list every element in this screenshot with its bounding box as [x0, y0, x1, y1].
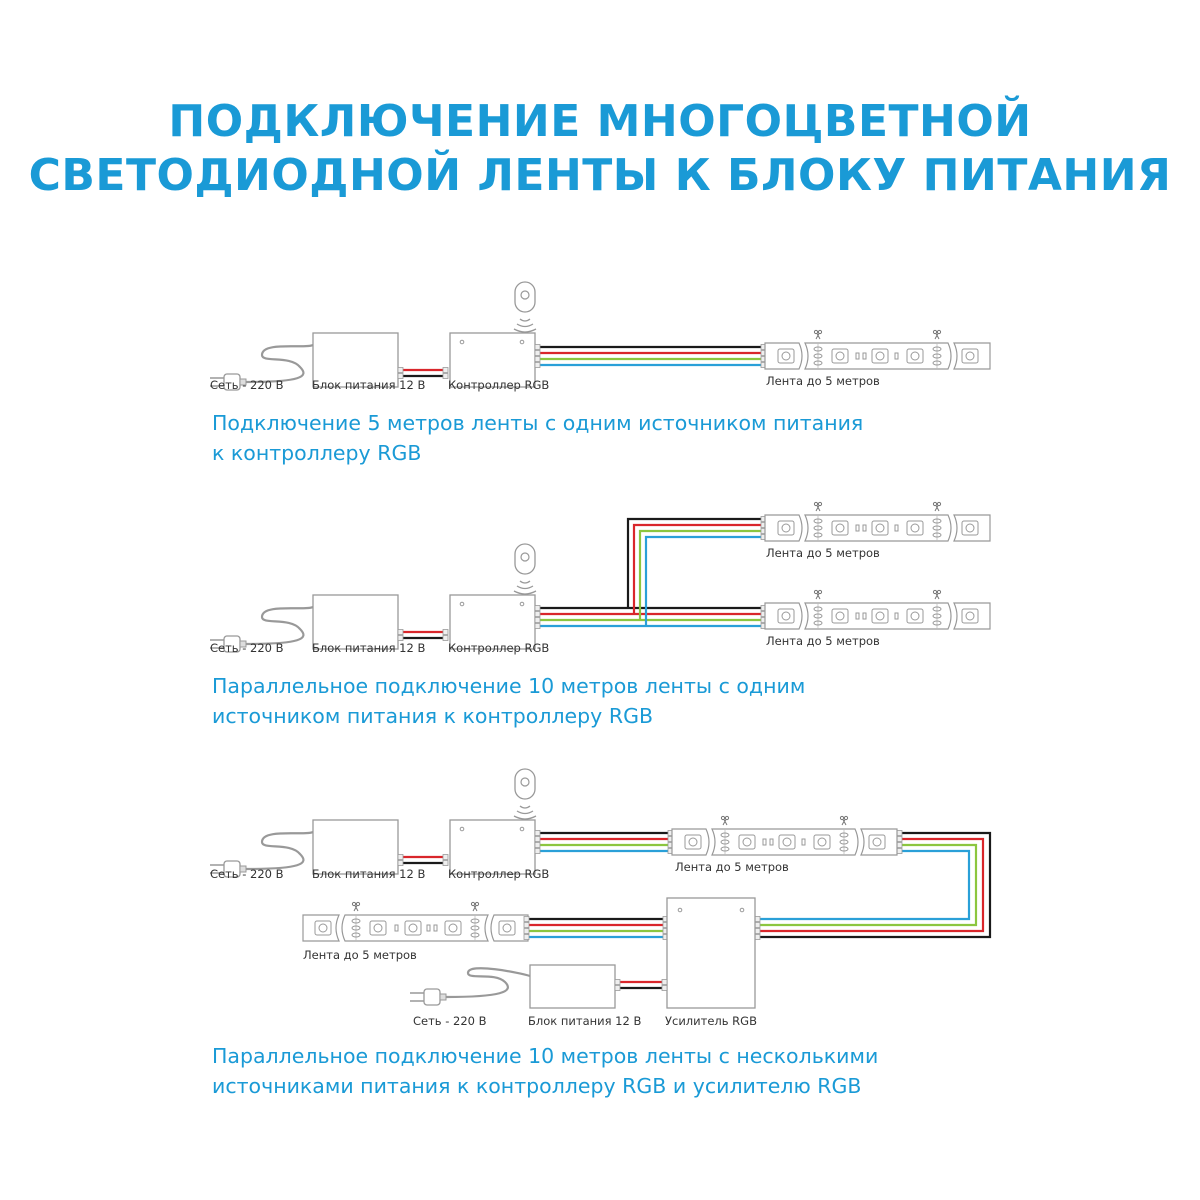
led-strip [765, 330, 990, 369]
wire-branch [632, 523, 765, 614]
label-mains: Сеть - 220 В [413, 1014, 487, 1028]
connector-pin [442, 367, 449, 373]
connector-pin [523, 928, 530, 934]
wire-to-amplifier [755, 831, 992, 939]
power-cable [245, 605, 314, 646]
wire-to-amplifier [755, 849, 971, 921]
wire-branch [626, 517, 765, 608]
connector-pin [614, 985, 621, 991]
psu-box [312, 819, 399, 875]
label-controller: Контроллер RGB [448, 378, 549, 392]
connector-pin [534, 350, 541, 356]
screw [459, 339, 465, 345]
label-psu: Блок питания 12 В [312, 641, 425, 655]
connector-pin [523, 916, 530, 922]
controller-box [449, 819, 536, 875]
wire-to-amplifier [755, 837, 985, 933]
label-strip: Лента до 5 метров [303, 948, 417, 962]
connector-pin [534, 617, 541, 623]
label-strip: Лента до 5 метров [766, 634, 880, 648]
screw [459, 826, 465, 832]
label-strip: Лента до 5 метров [675, 860, 789, 874]
connector-pin [442, 854, 449, 860]
screw [677, 907, 683, 913]
led-strip [765, 502, 990, 541]
label-mains: Сеть - 220 В [210, 641, 284, 655]
caption-3-line-2: источниками питания к контроллеру RGB и … [212, 1074, 862, 1098]
connector-pin [442, 629, 449, 635]
wire-branch [644, 535, 765, 626]
connector-pin [754, 928, 761, 934]
caption-1-line-2: к контроллеру RGB [212, 441, 422, 465]
remote-control-icon [513, 281, 537, 333]
label-controller: Контроллер RGB [448, 867, 549, 881]
label-psu: Блок питания 12 В [312, 378, 425, 392]
remote-control-icon [513, 543, 537, 595]
connector-pin [661, 985, 668, 991]
connector-pin [397, 629, 404, 635]
connector-pin [896, 842, 903, 848]
connector-pin [442, 635, 449, 641]
connector-pin [534, 344, 541, 350]
plug-icon [409, 988, 447, 1006]
connector-pin [397, 367, 404, 373]
connector-pin [534, 848, 541, 854]
connector-pin [534, 605, 541, 611]
connector-pin [534, 830, 541, 836]
label-amplifier: Усилитель RGB [665, 1014, 757, 1028]
connector-pin [523, 934, 530, 940]
wire-to-amplifier [755, 843, 978, 927]
title-line-1: ПОДКЛЮЧЕНИЕ МНОГОЦВЕТНОЙ [168, 96, 1032, 147]
label-strip: Лента до 5 метров [766, 546, 880, 560]
connector-pin [442, 860, 449, 866]
screw [459, 601, 465, 607]
psu-box [529, 964, 616, 1009]
connector-pin [896, 830, 903, 836]
connector-pin [397, 860, 404, 866]
connector-pin [534, 623, 541, 629]
label-controller: Контроллер RGB [448, 641, 549, 655]
connector-pin [896, 848, 903, 854]
screw [739, 907, 745, 913]
connector-pin [397, 373, 404, 379]
connector-pin [523, 922, 530, 928]
connector-pin [534, 842, 541, 848]
led-strip [765, 590, 990, 629]
label-psu: Блок питания 12 В [528, 1014, 641, 1028]
screw [519, 339, 525, 345]
caption-1-line-1: Подключение 5 метров ленты с одним источ… [212, 411, 864, 435]
screw [519, 601, 525, 607]
power-cable [245, 343, 314, 384]
amplifier-box [666, 897, 756, 1009]
title-line-2: СВЕТОДИОДНОЙ ЛЕНТЫ К БЛОКУ ПИТАНИЯ [28, 150, 1172, 201]
caption-2-line-2: источником питания к контроллеру RGB [212, 704, 654, 728]
label-psu: Блок питания 12 В [312, 867, 425, 881]
led-strip [672, 816, 897, 855]
remote-control-icon [513, 768, 537, 820]
connector-pin [754, 922, 761, 928]
connector-pin [754, 916, 761, 922]
connector-pin [397, 854, 404, 860]
connector-pin [614, 979, 621, 985]
wire-branch [638, 529, 765, 620]
screw [519, 826, 525, 832]
label-mains: Сеть - 220 В [210, 378, 284, 392]
label-mains: Сеть - 220 В [210, 867, 284, 881]
connector-pin [442, 373, 449, 379]
label-strip: Лента до 5 метров [766, 374, 880, 388]
power-cable [245, 830, 314, 871]
connector-pin [661, 979, 668, 985]
connector-pin [534, 611, 541, 617]
connector-pin [534, 836, 541, 842]
connector-pin [534, 356, 541, 362]
connector-pin [754, 934, 761, 940]
caption-2-line-1: Параллельное подключение 10 метров ленты… [212, 674, 806, 698]
connector-pin [397, 635, 404, 641]
power-cable [445, 967, 531, 999]
connector-pin [896, 836, 903, 842]
connector-pin [534, 362, 541, 368]
led-strip [303, 902, 528, 941]
caption-3-line-1: Параллельное подключение 10 метров ленты… [212, 1044, 879, 1068]
